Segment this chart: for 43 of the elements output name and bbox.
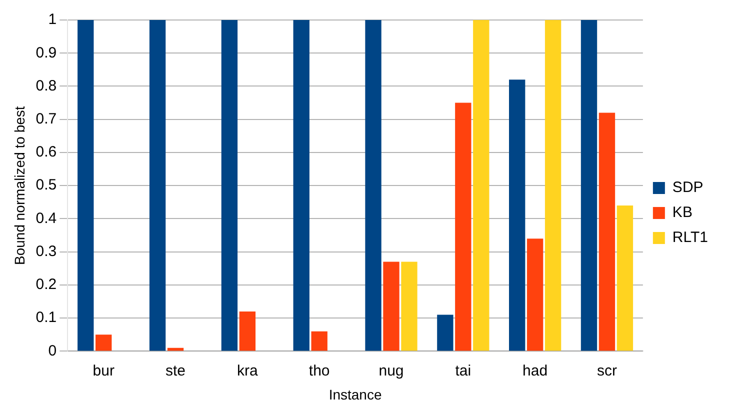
y-tick-label: 0.1 <box>36 309 57 326</box>
y-tick-label: 1 <box>48 11 57 28</box>
legend-label: SDP <box>672 179 704 196</box>
y-tick-label: 0.5 <box>36 176 57 194</box>
bar <box>509 80 526 351</box>
y-tick-label: 0.9 <box>36 44 57 62</box>
x-tick-label: tho <box>308 362 330 380</box>
bar <box>149 20 166 351</box>
bar <box>455 102 472 351</box>
bar <box>239 311 256 351</box>
y-axis-title: Bound normalized to best <box>11 106 28 265</box>
bar <box>383 262 400 351</box>
legend-label: RLT1 <box>672 229 708 246</box>
x-tick-label: scr <box>596 362 617 380</box>
y-tick-label: 0.6 <box>36 144 57 161</box>
bar <box>616 205 634 351</box>
x-tick-label: kra <box>237 362 258 380</box>
y-tick-label: 0.2 <box>36 276 57 294</box>
x-axis-title: Instance <box>328 386 382 402</box>
bar <box>437 314 454 351</box>
x-tick-label: bur <box>92 362 114 380</box>
bar <box>544 20 562 351</box>
y-tick-label: 0.7 <box>36 110 57 128</box>
x-tick-label: ste <box>166 362 186 380</box>
bar <box>598 112 616 351</box>
bar <box>311 331 328 351</box>
bar <box>221 20 238 351</box>
y-tick-label: 0.4 <box>36 210 57 227</box>
bar <box>526 238 544 351</box>
bar <box>293 20 310 351</box>
x-tick-label: tai <box>455 362 472 380</box>
bar <box>401 262 418 351</box>
bar <box>580 20 598 351</box>
legend-label: KB <box>672 204 692 222</box>
bar <box>78 20 94 351</box>
bar <box>96 334 112 351</box>
y-tick-label: 0 <box>48 342 57 360</box>
x-tick-label: had <box>522 362 548 380</box>
y-tick-label: 0.3 <box>36 242 57 260</box>
y-tick-label: 0.8 <box>36 77 57 94</box>
bar <box>473 20 490 351</box>
x-tick-label: nug <box>378 362 404 380</box>
bar <box>365 20 382 351</box>
